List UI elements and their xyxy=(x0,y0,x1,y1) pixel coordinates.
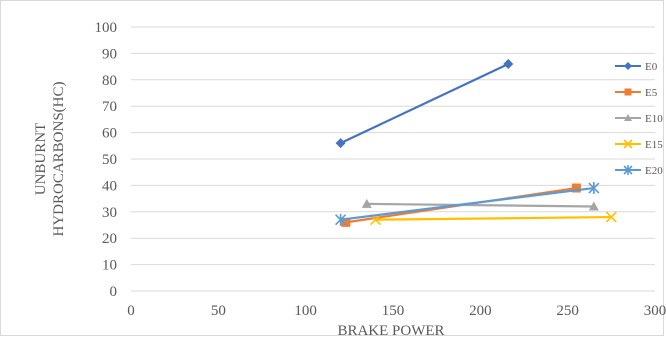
legend-label: E20 xyxy=(645,165,663,177)
y-tick-label: 10 xyxy=(102,258,117,274)
y-tick-label: 80 xyxy=(102,73,117,89)
legend-label: E5 xyxy=(645,87,658,99)
y-tick-label: 50 xyxy=(102,152,117,168)
series-line-e15 xyxy=(376,217,612,220)
x-tick-label: 100 xyxy=(294,303,317,319)
data-point-marker xyxy=(336,138,346,148)
y-tick-label: 90 xyxy=(102,46,117,62)
legend-label: E15 xyxy=(645,139,663,151)
y-tick-label: 20 xyxy=(102,231,117,247)
series-line-e0 xyxy=(341,64,509,143)
data-point-marker xyxy=(625,89,632,96)
x-axis-title: BRAKE POWER xyxy=(337,323,444,339)
y-tick-label: 100 xyxy=(95,20,118,36)
y-axis-title-line-2: HYDROCARBONS(HC) xyxy=(51,81,67,236)
series-line-e10 xyxy=(367,204,594,207)
y-tick-label: 40 xyxy=(102,178,117,194)
x-tick-label: 300 xyxy=(644,303,666,319)
y-tick-label: 70 xyxy=(102,99,117,115)
series-layer xyxy=(336,59,617,227)
tick-labels: 0 10 20 30 40 50 60 70 80 90 100 0 50 100 150 200 250 300 xyxy=(95,20,666,319)
y-tick-label: 60 xyxy=(102,126,117,142)
x-tick-label: 0 xyxy=(127,303,135,319)
x-tick-label: 200 xyxy=(469,303,492,319)
x-tick-label: 150 xyxy=(382,303,405,319)
y-tick-label: 30 xyxy=(102,205,117,221)
legend-label: E10 xyxy=(645,113,663,125)
data-point-marker xyxy=(503,59,513,69)
legend: E0 E5 E10 E15 E20 xyxy=(615,61,663,177)
x-tick-label: 50 xyxy=(211,303,226,319)
legend-label: E0 xyxy=(645,61,658,73)
y-axis-title-line-1: UNBURNT xyxy=(33,123,49,196)
gridlines xyxy=(131,27,655,291)
x-tick-label: 250 xyxy=(556,303,579,319)
data-point-marker xyxy=(624,62,632,70)
y-tick-label: 0 xyxy=(110,284,118,300)
